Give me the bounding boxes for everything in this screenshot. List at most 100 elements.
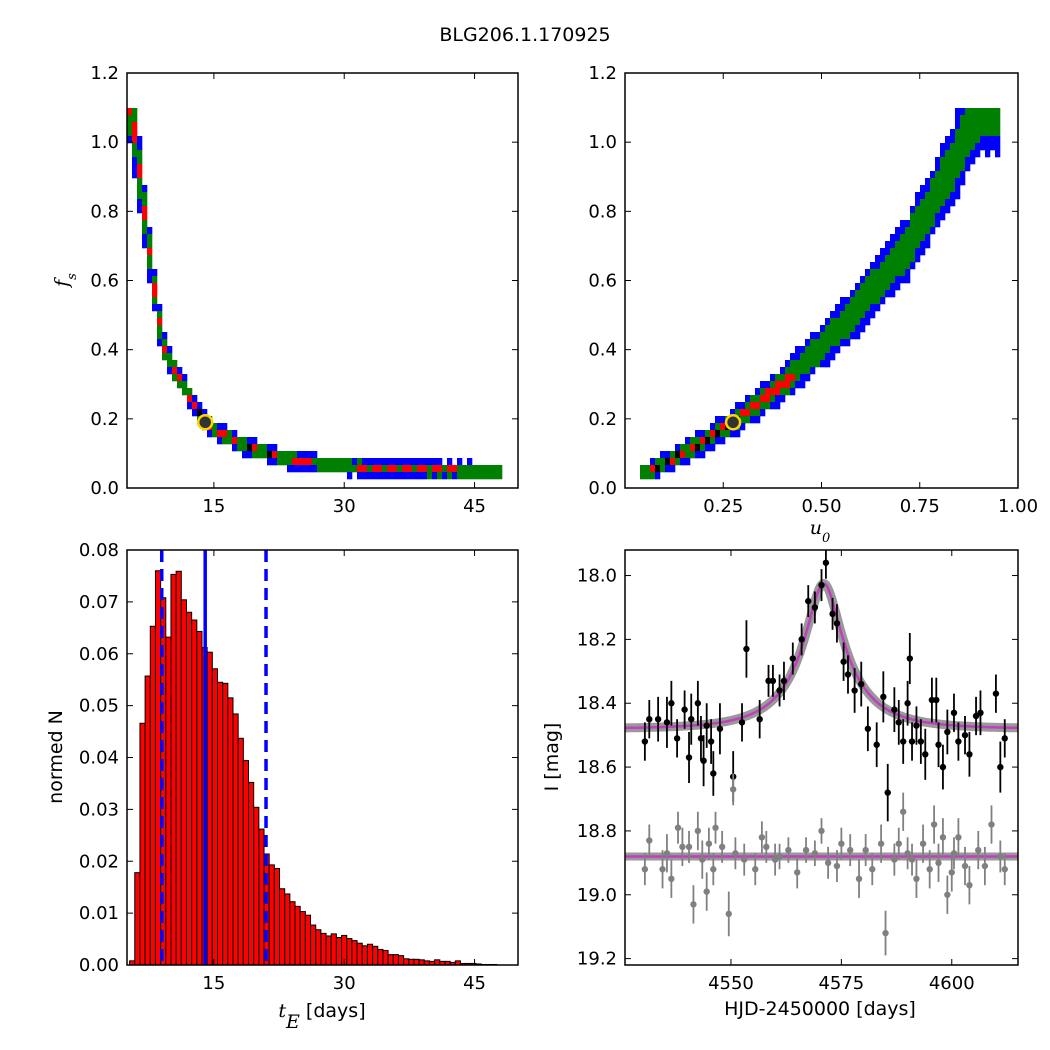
region-cell-1sigma [357, 465, 363, 473]
region-cell-3sigma [905, 269, 911, 277]
region-cell-3sigma [890, 234, 896, 242]
region-cell-2sigma [995, 129, 1001, 137]
region-cell-3sigma [127, 136, 133, 144]
data-point-primary [966, 751, 973, 758]
region-cell-2sigma [970, 115, 976, 123]
region-cell-2sigma [745, 402, 751, 410]
region-cell-2sigma [785, 388, 791, 396]
region-cell-3sigma [960, 171, 966, 179]
histogram-bar [351, 940, 358, 965]
region-cell-2sigma [705, 430, 711, 438]
region-cell-2sigma [910, 220, 916, 228]
region-cell-3sigma [910, 206, 916, 214]
fs-u0-ytick-label: 0.6 [588, 271, 617, 292]
region-cell-3sigma [885, 290, 891, 298]
region-cell-2sigma [805, 346, 811, 354]
region-cell-3sigma [830, 311, 836, 319]
region-cell-3sigma [142, 185, 148, 193]
data-point-secondary [895, 840, 902, 847]
fs-u0-xtick-label: 0.75 [900, 496, 940, 517]
region-cell-3sigma [915, 192, 921, 200]
histogram-bar [211, 668, 218, 965]
data-point-primary [663, 719, 671, 726]
data-point-primary [858, 680, 865, 688]
region-cell-2sigma [955, 129, 961, 137]
region-cell-2sigma [775, 374, 781, 382]
histogram-bar [361, 945, 368, 965]
data-point-primary [743, 645, 750, 653]
region-cell-3sigma [302, 451, 308, 459]
region-cell-3sigma [795, 381, 801, 389]
region-cell-2sigma [990, 129, 996, 137]
region-cell-2sigma [975, 115, 981, 123]
histogram-bar [418, 959, 425, 965]
data-point-secondary [763, 843, 770, 851]
region-cell-3sigma [865, 269, 871, 277]
histogram-bar [185, 611, 193, 965]
histogram-bar [382, 949, 389, 965]
data-point-secondary [705, 840, 713, 847]
region-cell-1sigma [690, 444, 696, 452]
region-cell-3sigma [905, 276, 911, 284]
region-cell-2sigma [805, 353, 811, 361]
region-cell-2sigma [995, 122, 1001, 130]
region-cell-1sigma [402, 465, 408, 473]
histogram-bar [134, 872, 141, 965]
region-cell-3sigma [835, 304, 841, 312]
region-cell-2sigma [920, 220, 926, 228]
region-cell-3sigma [890, 290, 896, 298]
histogram-bar [258, 828, 265, 965]
histogram-bar [227, 697, 234, 965]
data-point-primary [895, 719, 902, 726]
region-cell-2sigma [317, 458, 323, 466]
data-point-secondary [668, 875, 675, 883]
region-cell-3sigma [955, 178, 961, 186]
region-cell-2sigma [437, 472, 443, 480]
region-cell-2sigma [895, 248, 901, 256]
region-cell-3sigma [202, 409, 208, 417]
region-cell-2sigma [905, 248, 911, 256]
region-cell-2sigma [287, 458, 293, 466]
lc-ytick-label: 19.2 [577, 949, 617, 970]
data-point-primary [641, 738, 649, 745]
lc-ytick-label: 19.0 [577, 885, 617, 906]
region-cell-2sigma [880, 290, 886, 298]
histogram-bar [397, 955, 405, 965]
region-cell-2sigma [955, 136, 961, 144]
region-cell-3sigma [197, 402, 203, 410]
region-cell-2sigma [810, 339, 816, 347]
region-cell-3sigma [840, 339, 846, 347]
region-cell-1sigma [790, 374, 796, 382]
region-cell-2sigma [935, 178, 941, 186]
region-cell-3sigma [307, 451, 313, 459]
region-cell-3sigma [900, 227, 906, 235]
region-cell-2sigma [925, 227, 931, 235]
region-cell-2sigma [820, 332, 826, 340]
region-cell-2sigma [427, 465, 433, 473]
region-cell-2sigma [167, 360, 173, 368]
region-cell-1sigma [157, 318, 163, 326]
region-cell-2sigma [980, 115, 986, 123]
region-cell-1sigma [152, 283, 158, 291]
data-point-secondary [776, 853, 783, 860]
region-cell-2sigma [322, 465, 328, 473]
region-cell-2sigma [855, 318, 861, 326]
region-cell-3sigma [132, 171, 138, 179]
region-cell-2sigma [472, 472, 478, 480]
region-cell-2sigma [880, 269, 886, 277]
hist-ytick-label: 0.03 [79, 799, 119, 820]
region-cell-3sigma [137, 199, 143, 207]
region-cell-2sigma [137, 178, 143, 186]
data-point-secondary [802, 846, 810, 854]
data-point-secondary [955, 834, 962, 841]
region-cell-3sigma [870, 262, 876, 270]
region-cell-2sigma [700, 444, 706, 452]
region-cell-3sigma [980, 136, 986, 144]
region-cell-2sigma [875, 276, 881, 284]
region-cell-1sigma [132, 122, 138, 130]
hist-xtick-label: 45 [463, 973, 486, 994]
data-point-secondary [646, 837, 653, 844]
region-cell-2sigma [152, 297, 158, 305]
region-cell-3sigma [945, 199, 951, 207]
region-cell-2sigma [950, 157, 956, 165]
